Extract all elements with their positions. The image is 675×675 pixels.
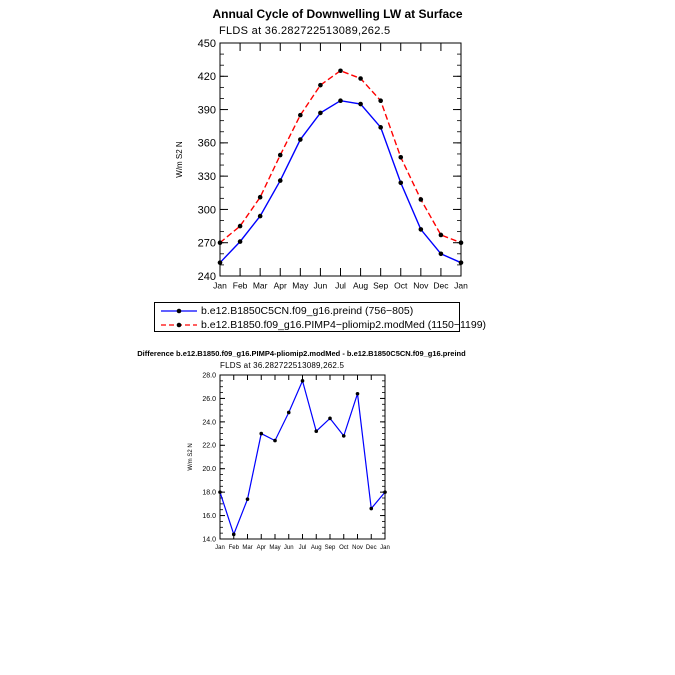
chart2-frame (219, 374, 386, 540)
chart1-series-2-point (398, 154, 404, 160)
chart2-xtick-label: Feb (229, 545, 240, 551)
chart1-title: Annual Cycle of Downwelling LW at Surfac… (212, 7, 463, 21)
legend-swatch-1 (161, 308, 197, 314)
chart1-xtick-label: Oct (394, 281, 408, 291)
chart2-ytick-label: 28.0 (202, 372, 216, 379)
chart1-xtick-label: Feb (233, 281, 248, 291)
chart1-legend: b.e12.B1850C5CN.f09_g16.preind (756−805)… (154, 302, 486, 332)
chart2-series-1-point (314, 429, 319, 434)
chart2-ytick-label: 16.0 (202, 513, 216, 520)
chart2-title: Difference b.e12.B1850.f09_g16.PIMP4-pli… (137, 349, 466, 358)
chart2-ytick-label: 22.0 (202, 443, 216, 450)
chart2-xtick-label: Jan (380, 545, 390, 551)
chart1-series-2-point (217, 240, 223, 246)
chart1-ytick-label: 420 (198, 71, 216, 83)
chart2-xtick-label: Sep (325, 545, 336, 551)
chart1-xtick-label: Dec (433, 281, 449, 291)
chart1-series-1-point (298, 137, 303, 142)
chart1-series-1-point (277, 178, 283, 183)
chart1-series-1-point (318, 110, 323, 116)
chart1-xtick-label: Jun (314, 281, 328, 291)
chart1-series-2-point (257, 194, 263, 200)
chart1-xtick-label: Nov (413, 281, 429, 291)
chart1-series-1-point (338, 98, 343, 103)
chart2-series-1-point (355, 391, 360, 396)
chart2-xtick-label: May (269, 545, 280, 551)
chart1-ytick-label: 360 (198, 138, 216, 150)
chart1-series-2-point (298, 112, 303, 118)
legend-item-2: b.e12.B1850.f09_g16.PIMP4−pliomip2.modMe… (159, 318, 486, 332)
chart1-xtick-label: Aug (353, 281, 368, 291)
chart1-series-1-point (438, 251, 444, 257)
chart1-xtick-label: Mar (253, 281, 268, 291)
legend-label-2: b.e12.B1850.f09_g16.PIMP4−pliomip2.modMe… (201, 319, 487, 331)
chart1-ytick-label: 270 (198, 238, 216, 250)
chart2-ylabel: W/m S2 N (188, 443, 194, 470)
chart2-xtick-label: Oct (339, 545, 349, 551)
chart1-ytick-label: 240 (198, 271, 216, 283)
chart1-series-2-point (338, 68, 343, 74)
chart2-ytick-label: 26.0 (202, 396, 216, 403)
chart1-series-1-point (458, 260, 464, 265)
legend-item-1: b.e12.B1850C5CN.f09_g16.preind (756−805) (159, 304, 413, 318)
chart2-series-1-point (259, 431, 264, 436)
chart2-ytick-label: 14.0 (202, 536, 216, 543)
chart2-xtick-label: Mar (242, 545, 252, 551)
chart1-xtick-label: Jul (335, 281, 346, 291)
chart1-series-1-point (217, 260, 223, 265)
chart1-series-1-point (378, 125, 383, 130)
chart1-series-2-point (358, 76, 363, 81)
chart1-xtick-label: Jan (454, 281, 468, 291)
chart2-subtitle: FLDS at 36.282722513089,262.5 (220, 361, 345, 370)
chart2-series-1-point (286, 410, 291, 415)
chart1-xtick-label: Jan (213, 281, 227, 291)
chart2-xtick-label: Apr (257, 545, 266, 551)
chart2-xtick-label: Jul (299, 545, 307, 551)
chart2-series-1-point (383, 490, 387, 494)
chart2-series-1-point (300, 379, 305, 383)
legend-label-1: b.e12.B1850C5CN.f09_g16.preind (756−805) (201, 305, 414, 317)
chart2-series-1-point (369, 506, 374, 511)
chart2-xtick-label: Jun (284, 545, 294, 551)
chart1-plot: 240 270 300 330 360 390 420 450 Jan Feb Mar Apr May J… (175, 38, 468, 291)
chart2-series-1-point (273, 438, 277, 443)
chart2-series-1-line (219, 379, 386, 537)
chart2-series-1-point (218, 490, 222, 494)
chart1-series-1-point (418, 227, 424, 232)
chart2-xtick-label: Jan (215, 545, 225, 551)
chart1-series-1-point (358, 101, 363, 107)
legend-swatch-2 (161, 322, 197, 328)
chart1-series-2-point (438, 232, 444, 238)
chart2-series-1-point (245, 497, 250, 501)
chart1-series-2-point (418, 197, 424, 202)
chart2-xtick-label: Nov (352, 545, 363, 551)
chart2-series-1-point (231, 532, 236, 537)
chart1-series-1-point (257, 213, 263, 219)
chart1-series-2-point (378, 98, 383, 103)
chart1-xtick-label: Apr (274, 281, 287, 291)
chart1-subtitle: FLDS at 36.282722513089,262.5 (219, 25, 391, 37)
chart2-ytick-label: 18.0 (202, 490, 216, 497)
chart1-ytick-label: 300 (198, 204, 216, 216)
chart2-series-1-point (328, 416, 332, 421)
chart1-ytick-label: 330 (198, 171, 216, 183)
chart1-ytick-label: 390 (198, 104, 216, 116)
chart1-ytick-label: 450 (198, 38, 216, 50)
chart2-ytick-label: 24.0 (202, 419, 216, 426)
chart1-series-2-point (318, 82, 323, 88)
chart1-ylabel: W/m S2 N (175, 141, 184, 178)
chart1-series-2-point (458, 240, 464, 246)
chart2-xtick-label: Dec (366, 545, 377, 551)
chart2-ytick-label: 20.0 (202, 466, 216, 473)
chart2-xtick-label: Aug (311, 545, 322, 551)
chart1-series-1-point (237, 239, 243, 244)
chart2-series-1-point (341, 434, 346, 438)
chart1-xtick-label: May (292, 281, 309, 291)
chart1-xtick-label: Sep (373, 281, 388, 291)
chart1-series-2-point (277, 152, 283, 158)
chart1-series-2-point (237, 223, 243, 229)
chart1-series-1-point (398, 180, 404, 186)
